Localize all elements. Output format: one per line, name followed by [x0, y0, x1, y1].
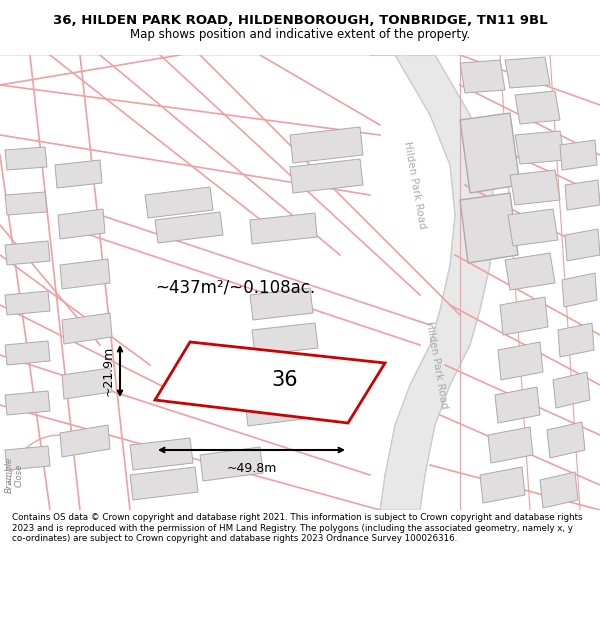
Polygon shape [547, 422, 585, 458]
Polygon shape [495, 387, 540, 423]
Polygon shape [130, 467, 198, 500]
Polygon shape [562, 273, 597, 307]
Polygon shape [155, 212, 223, 243]
Polygon shape [145, 187, 213, 218]
Polygon shape [460, 193, 518, 263]
Polygon shape [505, 57, 550, 88]
Text: 36: 36 [272, 370, 298, 390]
Polygon shape [515, 91, 560, 124]
Polygon shape [510, 170, 560, 205]
Polygon shape [62, 313, 112, 344]
Polygon shape [5, 192, 47, 215]
Polygon shape [370, 55, 495, 510]
Text: ~21.9m: ~21.9m [102, 346, 115, 396]
Polygon shape [5, 147, 47, 170]
Polygon shape [245, 392, 311, 426]
Polygon shape [498, 342, 543, 380]
Polygon shape [553, 372, 590, 408]
Polygon shape [130, 438, 193, 470]
Text: ~49.8m: ~49.8m [226, 462, 277, 475]
Polygon shape [560, 140, 597, 170]
Polygon shape [460, 60, 505, 93]
Polygon shape [62, 368, 112, 399]
Polygon shape [5, 291, 50, 315]
Polygon shape [55, 160, 102, 188]
Polygon shape [558, 323, 594, 357]
Polygon shape [508, 209, 558, 246]
Polygon shape [515, 131, 565, 164]
Polygon shape [290, 127, 363, 163]
Text: 36, HILDEN PARK ROAD, HILDENBOROUGH, TONBRIDGE, TN11 9BL: 36, HILDEN PARK ROAD, HILDENBOROUGH, TON… [53, 14, 547, 27]
Polygon shape [252, 323, 318, 355]
Polygon shape [58, 209, 105, 239]
Polygon shape [5, 391, 50, 415]
Polygon shape [460, 113, 520, 193]
Polygon shape [60, 259, 110, 289]
Polygon shape [488, 427, 533, 463]
Polygon shape [5, 241, 50, 265]
Text: Contains OS data © Crown copyright and database right 2021. This information is : Contains OS data © Crown copyright and d… [12, 514, 583, 543]
Text: Map shows position and indicative extent of the property.: Map shows position and indicative extent… [130, 28, 470, 41]
Polygon shape [248, 355, 315, 389]
Text: ~437m²/~0.108ac.: ~437m²/~0.108ac. [155, 278, 315, 296]
Polygon shape [290, 159, 363, 193]
Polygon shape [565, 229, 600, 261]
Polygon shape [250, 288, 313, 320]
Polygon shape [155, 342, 385, 423]
Polygon shape [60, 425, 110, 457]
Polygon shape [250, 213, 317, 244]
Text: Bramble
Close: Bramble Close [4, 457, 24, 493]
Polygon shape [505, 253, 555, 290]
Text: Hilden Park Road: Hilden Park Road [424, 321, 449, 409]
Polygon shape [5, 341, 50, 365]
Text: Hilden Park Road: Hilden Park Road [403, 141, 428, 229]
Polygon shape [540, 472, 578, 508]
Polygon shape [500, 297, 548, 335]
Polygon shape [480, 467, 525, 503]
Polygon shape [5, 446, 50, 470]
Polygon shape [565, 180, 600, 210]
Polygon shape [200, 447, 263, 481]
